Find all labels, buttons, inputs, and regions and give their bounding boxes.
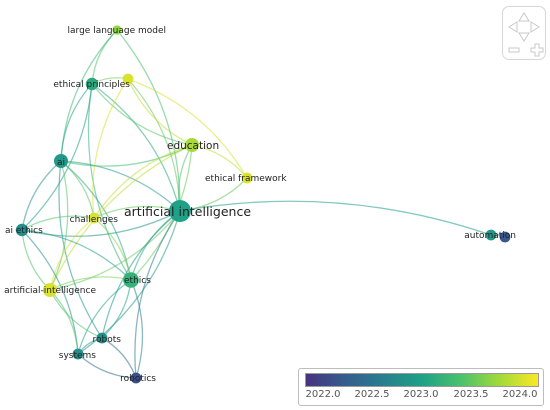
node-label-artificial-intelligence: artificial intelligence: [124, 204, 251, 219]
color-legend: 2022.0 2022.5 2023.0 2023.5 2024.0: [298, 368, 544, 406]
down-arrow-icon[interactable]: [518, 32, 530, 42]
link-artificial-intelligence-2-systems: [49, 289, 79, 355]
link-ai-education: [60, 144, 193, 167]
link-artificial-intelligence-artificial-intelligence-2: [49, 210, 181, 291]
link-ai-ai-ethics: [21, 160, 62, 231]
link-ethics-systems: [77, 279, 132, 355]
node-ai[interactable]: [54, 154, 68, 168]
node-education[interactable]: [185, 138, 199, 152]
node-large-language-model[interactable]: [112, 25, 122, 35]
legend-gradient-bar: [305, 373, 539, 387]
zoom-out-icon[interactable]: [508, 47, 520, 53]
node-ethical-principles-2[interactable]: [122, 73, 134, 85]
link-artificial-intelligence-2-robots: [49, 289, 103, 339]
legend-tick: 2023.0: [403, 389, 439, 400]
node-label-systems: systems: [59, 351, 97, 361]
zoom-in-icon[interactable]: [530, 43, 544, 57]
node-robots[interactable]: [96, 332, 108, 344]
link-ai-robots: [58, 160, 103, 339]
node-ethical-framework[interactable]: [241, 172, 253, 184]
link-ai-ethics-ethics: [21, 229, 132, 281]
node-label-large-language-model: large language model: [68, 26, 166, 36]
node-label-ethics: ethics: [124, 276, 151, 286]
node-label-challenges: challenges: [70, 215, 119, 225]
link-systems-robotics: [77, 353, 137, 379]
link-artificial-intelligence-automation: [179, 200, 492, 236]
labels-layer: large language model ethical principles ai…: [4, 26, 516, 384]
node-label-ethical-framework: ethical framework: [205, 174, 287, 184]
node-label-ai-ethics: ai ethics: [5, 226, 43, 236]
link-ethical-principles-ai: [60, 83, 93, 162]
node-artificial-intelligence-2[interactable]: [43, 283, 57, 297]
node-label-robots: robots: [93, 335, 122, 345]
nodes-layer: [15, 25, 511, 384]
link-ethical-principles-2-ethical-framework: [127, 78, 248, 179]
link-ethical-principles-artificial-intelligence: [91, 83, 181, 212]
link-ai-artificial-intelligence: [60, 160, 181, 212]
node-automation-2[interactable]: [499, 231, 511, 243]
legend-tick: 2022.5: [354, 389, 390, 400]
node-label-education: education: [167, 140, 219, 152]
node-ethics[interactable]: [123, 272, 139, 288]
node-label-artificial-intelligence-2: artificial-intelligence: [4, 286, 96, 296]
link-artificial-intelligence-robotics: [134, 210, 181, 379]
node-ethical-principles[interactable]: [85, 77, 99, 91]
link-challenges-artificial-intelligence-2: [49, 217, 95, 291]
right-arrow-icon[interactable]: [530, 21, 540, 33]
link-ethical-principles-2-education: [127, 78, 193, 146]
link-ethical-principles-2-challenges: [92, 78, 129, 219]
link-challenges-ai-ethics: [21, 215, 95, 231]
legend-tick: 2023.5: [453, 389, 489, 400]
node-label-ethical-principles: ethical principles: [53, 80, 130, 90]
node-systems[interactable]: [72, 348, 84, 360]
legend-tick: 2022.0: [305, 389, 341, 400]
link-ethics-robotics: [130, 279, 144, 379]
link-ethics-robots: [101, 279, 132, 339]
node-ai-ethics[interactable]: [15, 223, 29, 237]
legend-tick: 2024.0: [502, 389, 538, 400]
link-ethical-principles-education: [91, 83, 193, 146]
link-ethical-principles-ethics: [87, 83, 132, 281]
left-arrow-icon[interactable]: [508, 21, 518, 33]
link-education-challenges: [93, 144, 193, 219]
link-education-artificial-intelligence-2: [49, 144, 193, 291]
link-ethics-artificial-intelligence-2: [49, 276, 132, 291]
navigation-control: [502, 6, 546, 60]
link-artificial-intelligence-ai-ethics: [21, 210, 181, 237]
node-robotics[interactable]: [130, 372, 142, 384]
up-arrow-icon[interactable]: [518, 12, 530, 22]
node-automation[interactable]: [485, 229, 497, 241]
node-artificial-intelligence[interactable]: [169, 200, 191, 222]
node-label-robotics: robotics: [120, 374, 156, 384]
node-challenges[interactable]: [88, 212, 100, 224]
node-label-ai: ai: [57, 158, 65, 168]
node-label-automation: automation: [464, 231, 516, 241]
link-artificial-intelligence-robots: [101, 210, 181, 339]
